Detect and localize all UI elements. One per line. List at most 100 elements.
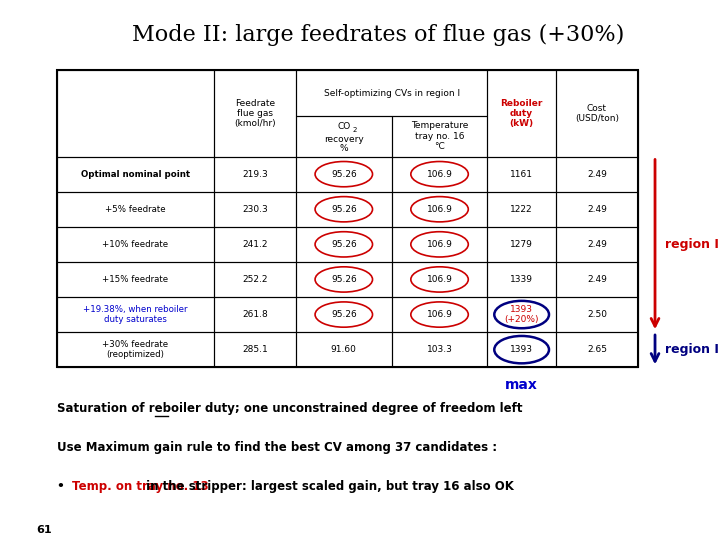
Text: Temperature
tray no. 16
°C: Temperature tray no. 16 °C: [411, 122, 468, 151]
Bar: [392, 262, 487, 297]
Bar: [4, 16, 30, 65]
Text: 1393: 1393: [510, 345, 533, 354]
Text: 95.26: 95.26: [331, 205, 356, 214]
Text: 241.2: 241.2: [242, 240, 268, 249]
Bar: [487, 332, 556, 367]
Bar: [392, 157, 487, 192]
Bar: [56, 192, 214, 227]
Text: Cost
(USD/ton): Cost (USD/ton): [575, 104, 619, 123]
Text: Optimal nominal point: Optimal nominal point: [81, 170, 190, 179]
Bar: [296, 297, 392, 332]
Bar: [214, 332, 296, 367]
Bar: [487, 297, 556, 332]
Bar: [487, 227, 556, 262]
Bar: [214, 70, 296, 157]
Text: 1222: 1222: [510, 205, 533, 214]
Bar: [556, 297, 638, 332]
Bar: [487, 157, 556, 192]
Text: 219.3: 219.3: [242, 170, 268, 179]
Bar: [392, 116, 487, 157]
Text: Temp. on tray no. 13: Temp. on tray no. 13: [71, 480, 208, 493]
Text: 95.26: 95.26: [331, 310, 356, 319]
Text: Mode II: large feedrates of flue gas (+30%): Mode II: large feedrates of flue gas (+3…: [132, 24, 624, 46]
Text: 95.26: 95.26: [331, 275, 356, 284]
Bar: [296, 116, 392, 157]
Bar: [56, 297, 214, 332]
Bar: [392, 192, 487, 227]
Bar: [214, 262, 296, 297]
Bar: [487, 70, 556, 157]
Bar: [214, 192, 296, 227]
Text: 252.2: 252.2: [242, 275, 268, 284]
Text: in the stripper: largest scaled gain, but tray 16 also OK: in the stripper: largest scaled gain, bu…: [142, 480, 514, 493]
Bar: [487, 192, 556, 227]
Bar: [296, 157, 392, 192]
Text: 103.3: 103.3: [427, 345, 452, 354]
Bar: [556, 157, 638, 192]
Text: 2.49: 2.49: [587, 275, 607, 284]
Bar: [56, 70, 214, 157]
Text: 106.9: 106.9: [427, 275, 452, 284]
Text: 106.9: 106.9: [427, 240, 452, 249]
Text: region II: region II: [665, 343, 720, 356]
Text: region I: region I: [665, 238, 719, 251]
Text: +15% feedrate: +15% feedrate: [102, 275, 168, 284]
Text: 106.9: 106.9: [427, 205, 452, 214]
Text: Self-optimizing CVs in region I: Self-optimizing CVs in region I: [323, 89, 460, 98]
Text: +10% feedrate: +10% feedrate: [102, 240, 168, 249]
Bar: [56, 332, 214, 367]
Text: Use Maximum gain rule to find the best CV among 37 candidates :: Use Maximum gain rule to find the best C…: [56, 441, 497, 454]
Bar: [296, 262, 392, 297]
Bar: [56, 262, 214, 297]
Text: 1279: 1279: [510, 240, 533, 249]
Text: 2.49: 2.49: [587, 170, 607, 179]
Text: 95.26: 95.26: [331, 170, 356, 179]
Text: 95.26: 95.26: [331, 240, 356, 249]
Bar: [556, 227, 638, 262]
Text: 91.60: 91.60: [331, 345, 356, 354]
Text: 1339: 1339: [510, 275, 533, 284]
Bar: [392, 332, 487, 367]
Text: CO: CO: [337, 122, 351, 131]
Text: •: •: [56, 480, 64, 493]
Text: +19.38%, when reboiler
duty saturates: +19.38%, when reboiler duty saturates: [83, 305, 187, 324]
Text: max: max: [505, 378, 538, 392]
Bar: [392, 297, 487, 332]
Text: Feedrate
flue gas
(kmol/hr): Feedrate flue gas (kmol/hr): [234, 98, 276, 129]
Bar: [556, 192, 638, 227]
Text: +30% feedrate
(reoptimized): +30% feedrate (reoptimized): [102, 340, 168, 359]
Text: 2.49: 2.49: [587, 205, 607, 214]
Text: 230.3: 230.3: [242, 205, 268, 214]
Text: recovery: recovery: [324, 134, 364, 144]
Text: Saturation of reboiler duty; one unconstrained degree of freedom left: Saturation of reboiler duty; one unconst…: [56, 402, 522, 415]
Bar: [556, 70, 638, 157]
Text: 2: 2: [353, 127, 357, 133]
Text: Reboiler
duty
(kW): Reboiler duty (kW): [500, 98, 543, 129]
Bar: [214, 297, 296, 332]
Text: 61: 61: [36, 524, 52, 535]
Bar: [556, 332, 638, 367]
Text: 1393
(+20%): 1393 (+20%): [505, 305, 539, 324]
Bar: [56, 227, 214, 262]
Bar: [296, 332, 392, 367]
Text: N
T
N
U: N T N U: [12, 223, 20, 263]
Text: +5% feedrate: +5% feedrate: [105, 205, 166, 214]
Text: 106.9: 106.9: [427, 310, 452, 319]
Bar: [56, 157, 214, 192]
Bar: [214, 227, 296, 262]
Text: %: %: [340, 144, 348, 153]
Text: 1161: 1161: [510, 170, 533, 179]
Text: 285.1: 285.1: [242, 345, 268, 354]
Bar: [487, 262, 556, 297]
Bar: [56, 70, 638, 367]
Bar: [392, 227, 487, 262]
Text: 2.49: 2.49: [587, 240, 607, 249]
Bar: [296, 70, 487, 116]
Text: 106.9: 106.9: [427, 170, 452, 179]
Text: 2.50: 2.50: [587, 310, 607, 319]
Text: 2.65: 2.65: [587, 345, 607, 354]
Bar: [214, 157, 296, 192]
Text: 261.8: 261.8: [242, 310, 268, 319]
Bar: [296, 227, 392, 262]
Bar: [296, 192, 392, 227]
